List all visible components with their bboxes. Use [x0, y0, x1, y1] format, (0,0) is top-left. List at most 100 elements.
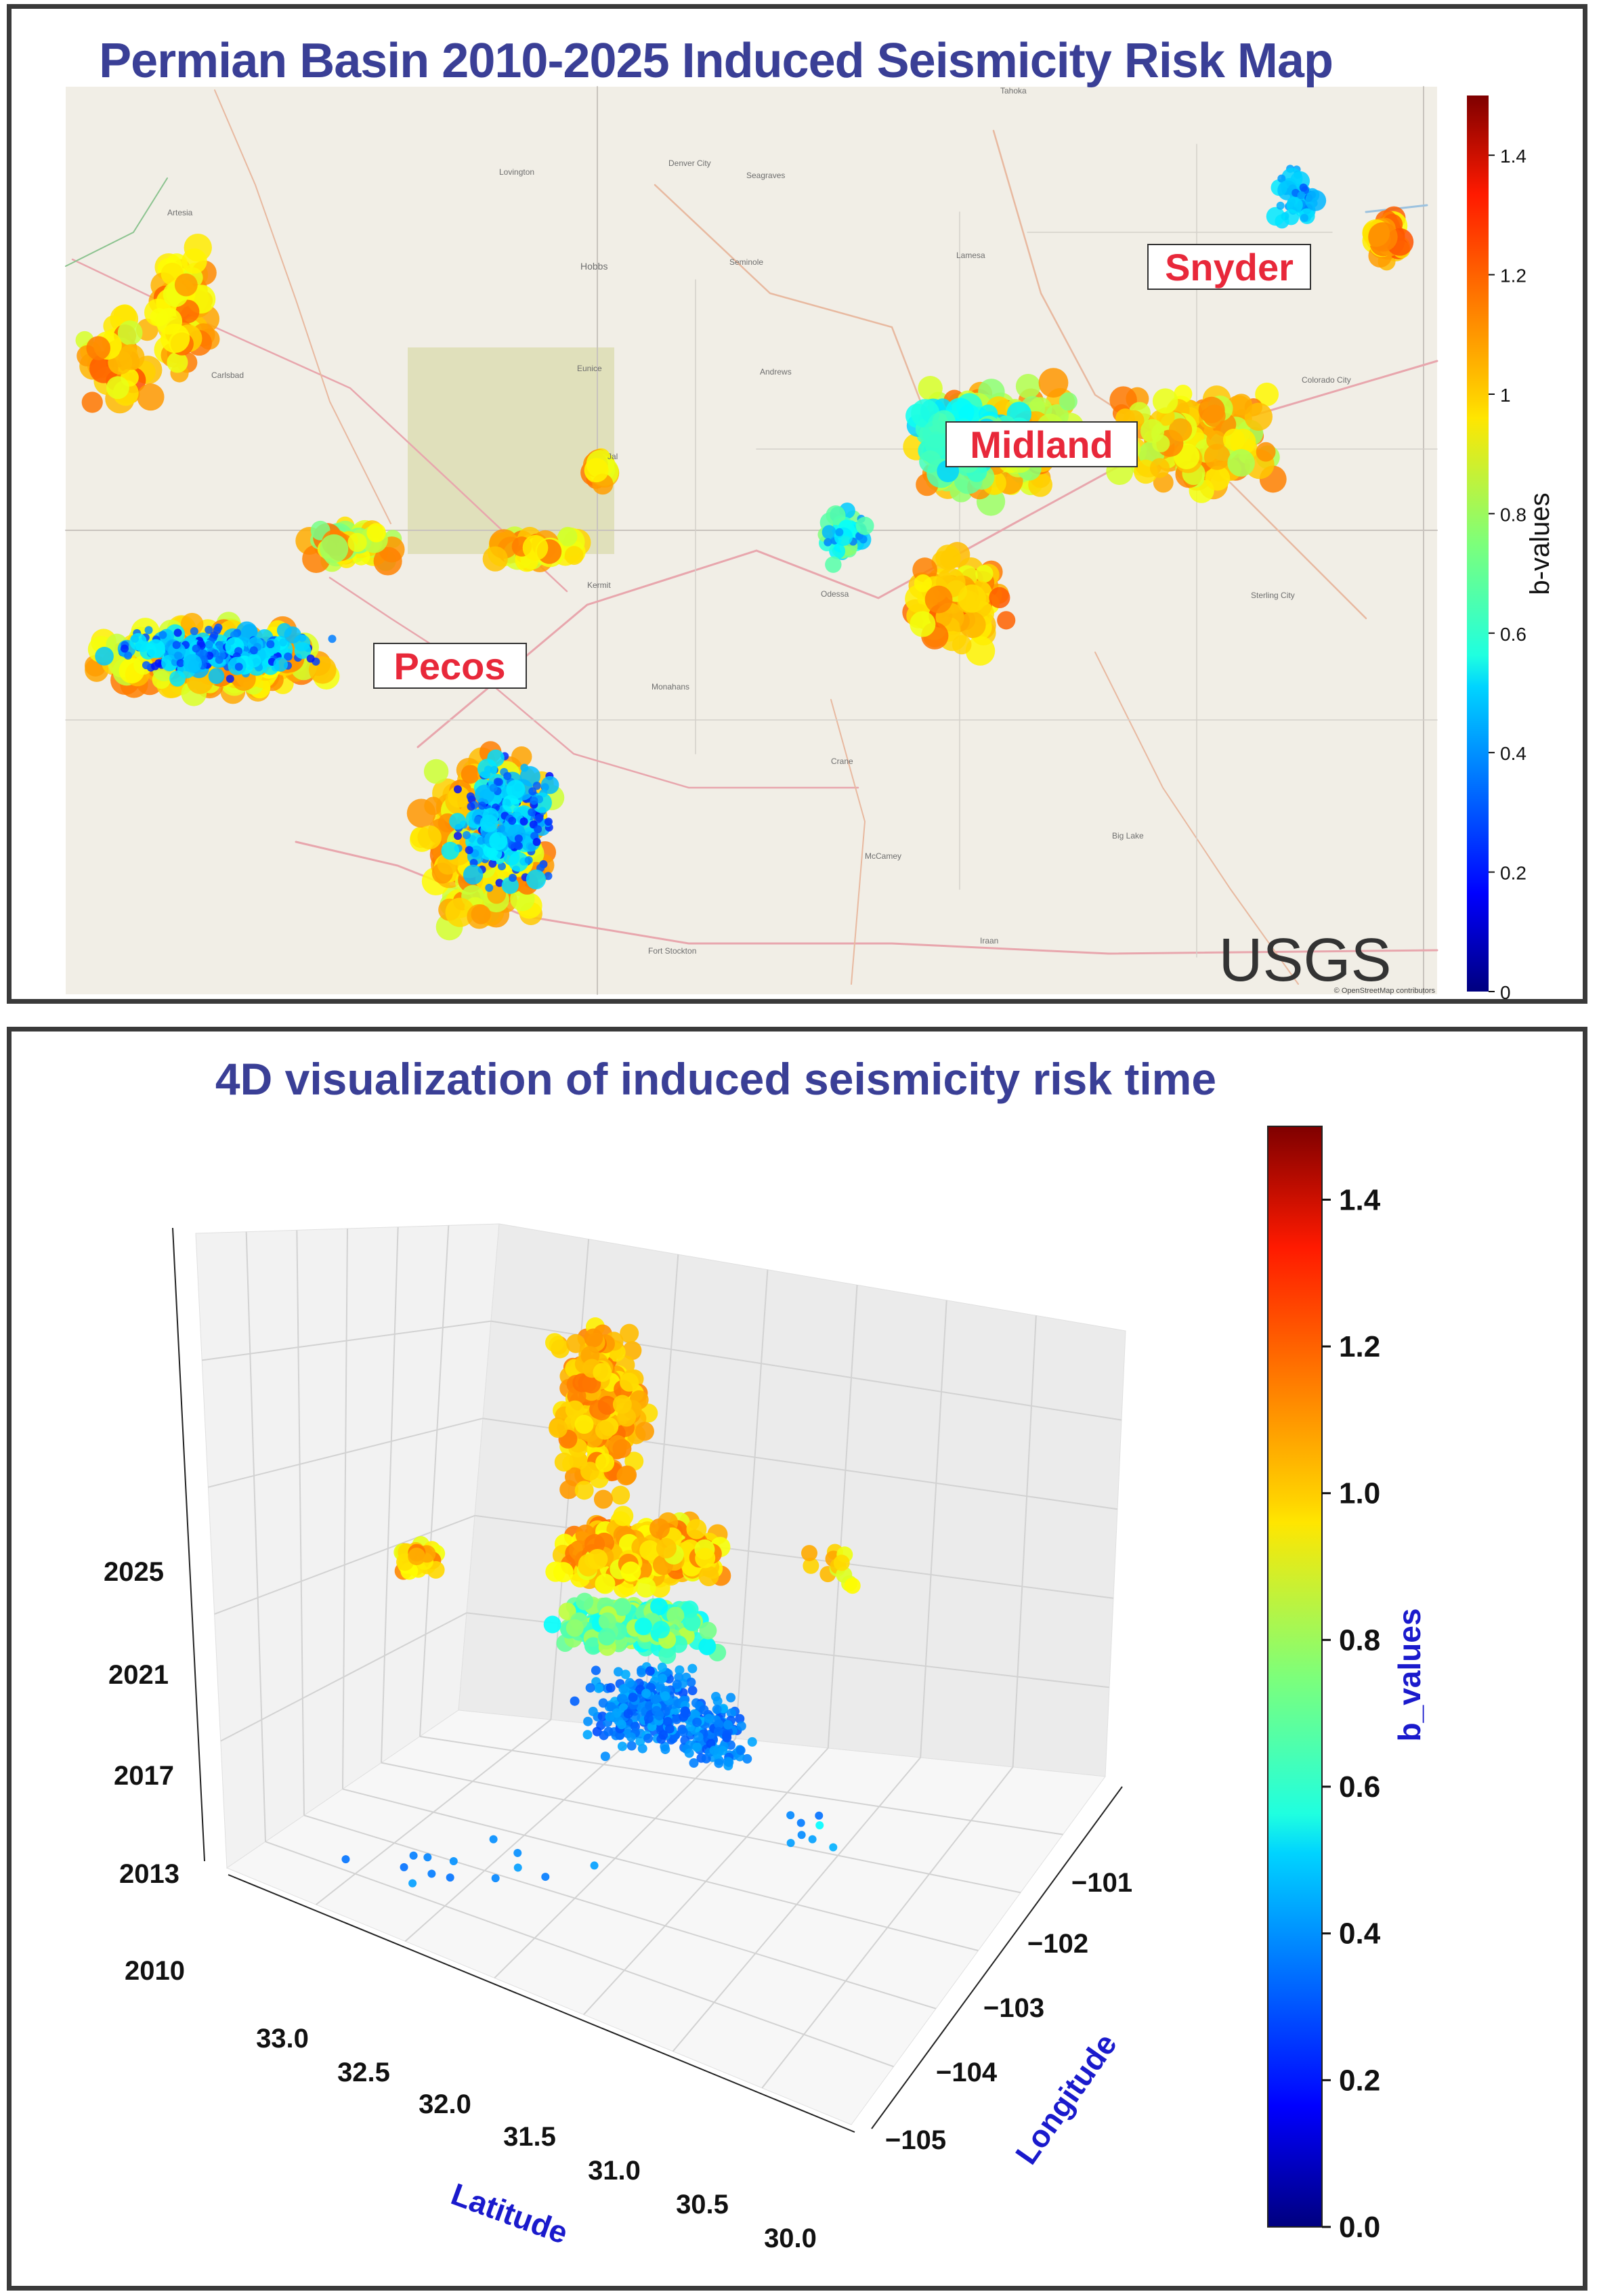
map-point	[117, 320, 143, 345]
map-event-points	[75, 165, 1414, 941]
point-3d	[588, 1706, 598, 1716]
map-point	[449, 813, 466, 830]
map-point	[461, 765, 480, 784]
point-3d	[449, 1856, 458, 1865]
map-point	[95, 647, 114, 666]
map-point	[319, 534, 349, 564]
grid-line	[920, 1300, 947, 1758]
map-point	[190, 626, 198, 635]
latitude-tick: 30.0	[764, 2224, 817, 2253]
map-point	[230, 631, 238, 639]
label-snyder: Snyder	[1147, 244, 1311, 290]
longitude-axis-label: Longitude	[1008, 2027, 1124, 2171]
map-point	[489, 784, 498, 792]
point-3d	[612, 1439, 632, 1458]
point-3d	[489, 1835, 498, 1844]
point-3d	[634, 1617, 652, 1636]
point-3d	[658, 1730, 668, 1740]
map-point	[497, 862, 506, 871]
point-3d	[626, 1732, 636, 1742]
map-point	[234, 662, 243, 671]
point-3d	[801, 1545, 818, 1562]
point-3d	[564, 1467, 584, 1487]
point-3d	[341, 1855, 350, 1864]
point-3d	[692, 1717, 702, 1727]
point-3d	[803, 1557, 819, 1574]
latitude-tick: 33.0	[256, 2024, 309, 2054]
point-3d	[675, 1665, 685, 1675]
point-3d	[576, 1592, 594, 1611]
point-3d	[681, 1600, 699, 1619]
point-3d	[587, 1549, 608, 1570]
map-point	[1368, 222, 1398, 252]
point-3d	[692, 1742, 702, 1752]
grid-line	[208, 1418, 484, 1488]
grid-line	[1012, 1315, 1037, 1768]
point-3d	[565, 1400, 584, 1420]
longitude-tick: −101	[1071, 1868, 1132, 1898]
point-3d	[686, 1518, 707, 1539]
map-colorbar	[1467, 95, 1489, 992]
point-3d	[695, 1548, 716, 1569]
point-3d	[513, 1848, 522, 1857]
point-3d	[723, 1720, 733, 1730]
point-3d	[603, 1726, 614, 1737]
city-label-seagraves: Seagraves	[746, 171, 785, 180]
city-label-kermit: Kermit	[587, 580, 611, 590]
viz-colorbar-tick-label: 1.2	[1339, 1330, 1380, 1363]
time-tick: 2025	[104, 1557, 164, 1587]
map-point	[182, 248, 207, 274]
point-3d	[584, 1637, 602, 1655]
point-3d	[672, 1679, 682, 1689]
point-3d	[684, 1748, 694, 1758]
map-point	[173, 629, 182, 637]
map-point	[564, 546, 584, 566]
map-point	[508, 816, 517, 825]
time-axis-line	[172, 1227, 205, 1862]
city-label-jal: Jal	[607, 452, 618, 461]
point-3d	[593, 1363, 612, 1382]
map-point	[205, 625, 213, 634]
map-point	[284, 652, 293, 661]
map-point	[528, 808, 536, 817]
point-3d	[635, 1737, 645, 1747]
point-3d	[590, 1861, 599, 1870]
viz-colorbar-tick-label: 0.4	[1339, 1917, 1381, 1951]
viz-colorbar-tick-label: 0.0	[1339, 2211, 1380, 2244]
point-3d	[815, 1811, 824, 1820]
point-3d	[446, 1873, 454, 1882]
point-3d	[652, 1621, 670, 1639]
time-tick: 2021	[108, 1660, 169, 1690]
point-3d	[643, 1733, 654, 1743]
point-3d	[595, 1573, 616, 1594]
point-3d	[616, 1466, 636, 1486]
point-3d	[614, 1667, 624, 1677]
city-label-carlsbad: Carlsbad	[211, 370, 244, 380]
map-point	[441, 841, 460, 860]
point-3d	[408, 1879, 417, 1888]
city-label-odessa: Odessa	[821, 589, 849, 599]
map-point	[448, 786, 470, 808]
map-point	[474, 784, 495, 805]
map-point	[825, 556, 842, 573]
map-point	[347, 532, 367, 553]
map-point	[175, 299, 200, 324]
map-point	[454, 832, 463, 841]
map-point	[215, 656, 223, 664]
point-3d	[660, 1741, 670, 1751]
map-point	[495, 878, 504, 887]
map-point	[540, 775, 559, 794]
map-point	[1149, 458, 1170, 478]
point-3d	[713, 1726, 723, 1737]
point-3d	[605, 1683, 616, 1693]
point-3d	[786, 1839, 795, 1848]
point-3d	[612, 1708, 622, 1718]
viz-colorbar-tick-label: 0.6	[1339, 1770, 1380, 1804]
point-3d	[628, 1693, 638, 1703]
city-label-artesia: Artesia	[167, 208, 193, 217]
map-point	[997, 611, 1016, 630]
grid-line	[202, 1320, 492, 1361]
point-3d	[583, 1716, 593, 1726]
viz-colorbar-tick-label: 0.8	[1339, 1623, 1380, 1657]
point-3d	[595, 1420, 614, 1440]
